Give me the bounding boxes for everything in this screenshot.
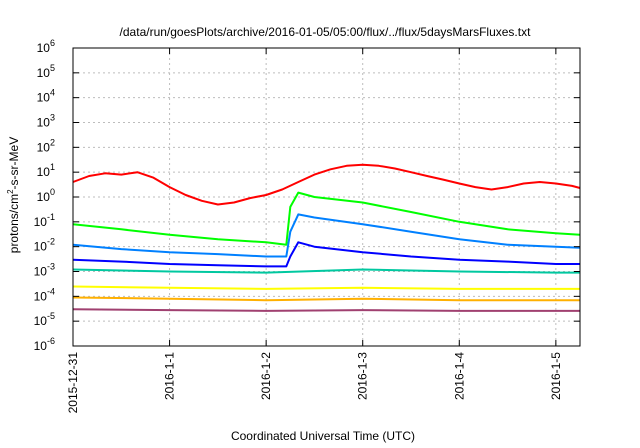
y-tick-label: 105 <box>37 63 55 80</box>
series-line-2 <box>72 213 581 258</box>
series-line-1 <box>72 191 581 246</box>
series-line-7 <box>72 308 580 312</box>
y-tick-label: 100 <box>37 187 55 204</box>
y-tick-label: 10-5 <box>34 311 55 328</box>
y-tick-label: 106 <box>37 38 55 55</box>
y-tick-label: 104 <box>37 88 55 105</box>
series-line-5 <box>72 285 580 290</box>
y-tick-label: 10-1 <box>34 212 55 229</box>
x-axis: 2015-12-31 2016-1-1 2016-1-2 2016-1-3 2016-1… <box>66 48 563 413</box>
y-axis-label-rest: -s-sr-MeV <box>7 137 21 190</box>
x-tick-label: 2016-1-3 <box>356 352 370 400</box>
y-tick-label: 102 <box>37 137 55 154</box>
series-line-4 <box>72 268 580 274</box>
y-tick-label: 101 <box>37 162 55 179</box>
series-line-3 <box>72 241 580 268</box>
y-axis-label-base: protons/cm <box>7 194 21 253</box>
series <box>72 163 581 312</box>
chart-title: /data/run/goesPlots/archive/2016-01-05/0… <box>120 25 532 39</box>
x-axis-label: Coordinated Universal Time (UTC) <box>231 429 415 443</box>
x-tick-label: 2016-1-4 <box>452 352 466 400</box>
x-tick-label: 2016-1-5 <box>549 352 563 400</box>
x-tick-label: 2016-1-1 <box>163 352 177 400</box>
y-tick-label: 103 <box>37 113 55 130</box>
y-axis-label-exp: 2 <box>6 189 15 194</box>
y-tick-label: 10-4 <box>34 286 55 303</box>
series-line-6 <box>72 296 580 302</box>
y-tick-label: 10-3 <box>34 262 55 279</box>
y-axis: 10-6 10-5 10-4 10-3 10-2 10-1 100 101 102 103 104 1… <box>34 38 580 353</box>
y-axis-label: protons/cm2-s-sr-MeV <box>6 137 21 253</box>
y-tick-label: 10-6 <box>34 336 55 353</box>
y-tick-label: 10-2 <box>34 237 55 254</box>
x-tick-label: 2015-12-31 <box>66 352 80 414</box>
grid <box>73 48 580 346</box>
x-tick-label: 2016-1-2 <box>259 352 273 400</box>
series-line-0 <box>72 163 581 206</box>
